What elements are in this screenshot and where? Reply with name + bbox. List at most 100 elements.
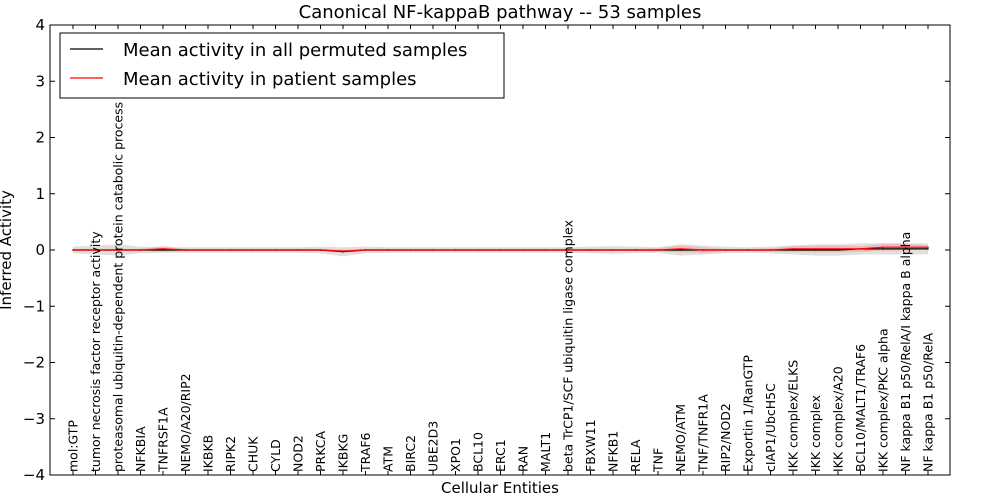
- x-tick-label: ATM: [381, 446, 396, 472]
- x-tick-label: NFKB1: [606, 431, 621, 472]
- point-series-0-38: [927, 248, 929, 250]
- x-tick-label: BCL10: [471, 432, 486, 472]
- point-series-1-0: [72, 249, 74, 251]
- point-series-0-37: [904, 248, 907, 250]
- x-tick-label: FBXW11: [583, 419, 598, 472]
- x-tick-label: IKBKG: [336, 434, 351, 472]
- point-series-1-26: [657, 249, 659, 251]
- point-series-1-29: [724, 249, 727, 251]
- x-tick-label: TNFRSF1A: [156, 407, 171, 473]
- y-tick-label: −4: [23, 466, 45, 484]
- point-series-1-20: [522, 249, 524, 251]
- legend-box: [59, 32, 505, 99]
- point-series-0-4: [162, 249, 164, 251]
- point-series-1-19: [499, 249, 502, 251]
- y-tick-label: 4: [35, 16, 45, 34]
- x-tick-label: RIP2/NOD2: [718, 403, 733, 472]
- point-series-1-2: [117, 249, 119, 251]
- x-tick-label: IKK complex/A20: [831, 366, 846, 472]
- x-tick-label: NF kappa B1 p50/RelA/I kappa B alpha: [898, 232, 913, 472]
- x-tick-label: IKK complex/PKC alpha: [876, 328, 891, 472]
- point-series-0-34: [837, 249, 839, 251]
- y-tick-label: −1: [23, 297, 45, 315]
- x-tick-label: NEMO/ATM: [673, 404, 688, 472]
- x-tick-label: cIAP1/UbcH5C: [763, 383, 778, 472]
- x-tick-label: RAN: [516, 446, 531, 472]
- x-tick-label: RELA: [628, 439, 643, 472]
- x-tick-label: BIRC2: [403, 435, 418, 472]
- series-lines: [72, 246, 929, 253]
- point-series-1-12: [342, 250, 344, 252]
- point-series-0-33: [814, 249, 817, 251]
- y-tick-label: 3: [35, 72, 45, 90]
- point-series-1-18: [477, 249, 479, 251]
- x-tick-label: NF kappa B1 p50/RelA: [921, 332, 936, 472]
- point-series-1-28: [702, 249, 704, 251]
- point-series-1-36: [882, 246, 884, 248]
- y-tick-label: 1: [35, 185, 45, 203]
- x-tick-label: NEMO/A20/RIP2: [178, 373, 193, 472]
- point-series-1-7: [229, 249, 232, 251]
- legend-label-permuted: Mean activity in all permuted samples: [123, 40, 467, 61]
- point-series-0-36: [882, 248, 884, 250]
- x-tick-label: UBE2D3: [426, 421, 441, 472]
- x-tick-label: CYLD: [268, 439, 283, 472]
- point-series-1-14: [387, 249, 389, 251]
- x-tick-label: CHUK: [246, 436, 261, 472]
- point-series-1-3: [139, 249, 142, 251]
- legend: Mean activity in all permuted samples Me…: [59, 32, 505, 99]
- x-axis-label: Cellular Entities: [441, 479, 559, 497]
- point-series-0-27: [679, 249, 682, 251]
- x-tick-label: beta TrCP1/SCF ubiquitin ligase complex: [561, 220, 576, 472]
- point-series-1-25: [634, 249, 637, 251]
- point-series-1-23: [589, 249, 592, 251]
- point-series-1-37: [904, 246, 907, 248]
- point-series-1-30: [747, 249, 749, 251]
- x-tick-label: NOD2: [291, 435, 306, 472]
- point-series-1-38: [927, 246, 929, 248]
- point-series-1-16: [432, 249, 434, 251]
- x-tick-label: MALT1: [538, 432, 553, 472]
- y-tick-label: −2: [23, 354, 45, 372]
- point-series-1-15: [409, 249, 412, 251]
- point-series-0-32: [792, 249, 794, 251]
- x-tick-label: PRKCA: [313, 431, 328, 472]
- point-series-1-8: [252, 249, 254, 251]
- point-series-1-17: [454, 249, 457, 251]
- x-tick-label: IKK complex/ELKS: [786, 360, 801, 472]
- x-tick-label: TRAF6: [358, 432, 373, 473]
- point-series-1-11: [319, 249, 322, 251]
- y-tick-label: 2: [35, 129, 45, 147]
- x-tick-label: proteasomal ubiquitin-dependent protein …: [111, 102, 126, 472]
- point-series-1-13: [364, 249, 367, 251]
- x-tick-label: NFKBIA: [133, 426, 148, 472]
- point-series-1-24: [612, 249, 614, 251]
- point-series-1-33: [814, 248, 817, 250]
- x-tick-label: Exportin 1/RanGTP: [741, 355, 756, 472]
- x-tick-label: IKBKB: [201, 435, 216, 472]
- y-tick-label: −3: [23, 410, 45, 428]
- x-tick-label: mol:GTP: [66, 420, 81, 472]
- point-series-1-6: [207, 249, 209, 251]
- point-series-1-4: [162, 248, 164, 250]
- x-tick-label: TNF/TNFR1A: [696, 394, 711, 473]
- x-tick-labels: mol:GTP tumor necrosis factor receptor ac…: [66, 102, 936, 473]
- x-tick-label: XPO1: [448, 438, 463, 472]
- point-series-1-35: [859, 248, 862, 250]
- y-tick-label: 0: [35, 241, 45, 259]
- chart-title: Canonical NF-kappaB pathway -- 53 sample…: [299, 2, 702, 23]
- point-series-1-22: [567, 249, 569, 251]
- x-tick-label: RIPK2: [223, 436, 238, 472]
- point-series-1-10: [297, 249, 299, 251]
- x-tick-label: BCL10/MALT1/TRAF6: [853, 344, 868, 472]
- point-series-1-5: [184, 249, 187, 251]
- x-tick-label: tumor necrosis factor receptor activity: [88, 231, 103, 472]
- x-tick-label: IKK complex: [808, 395, 823, 472]
- y-axis-label: Inferred Activity: [0, 190, 15, 310]
- x-tick-label: TNF: [651, 448, 666, 473]
- x-tick-label: ERC1: [493, 439, 508, 472]
- point-series-1-31: [769, 249, 772, 251]
- point-series-1-1: [94, 249, 97, 251]
- point-series-1-9: [274, 249, 277, 251]
